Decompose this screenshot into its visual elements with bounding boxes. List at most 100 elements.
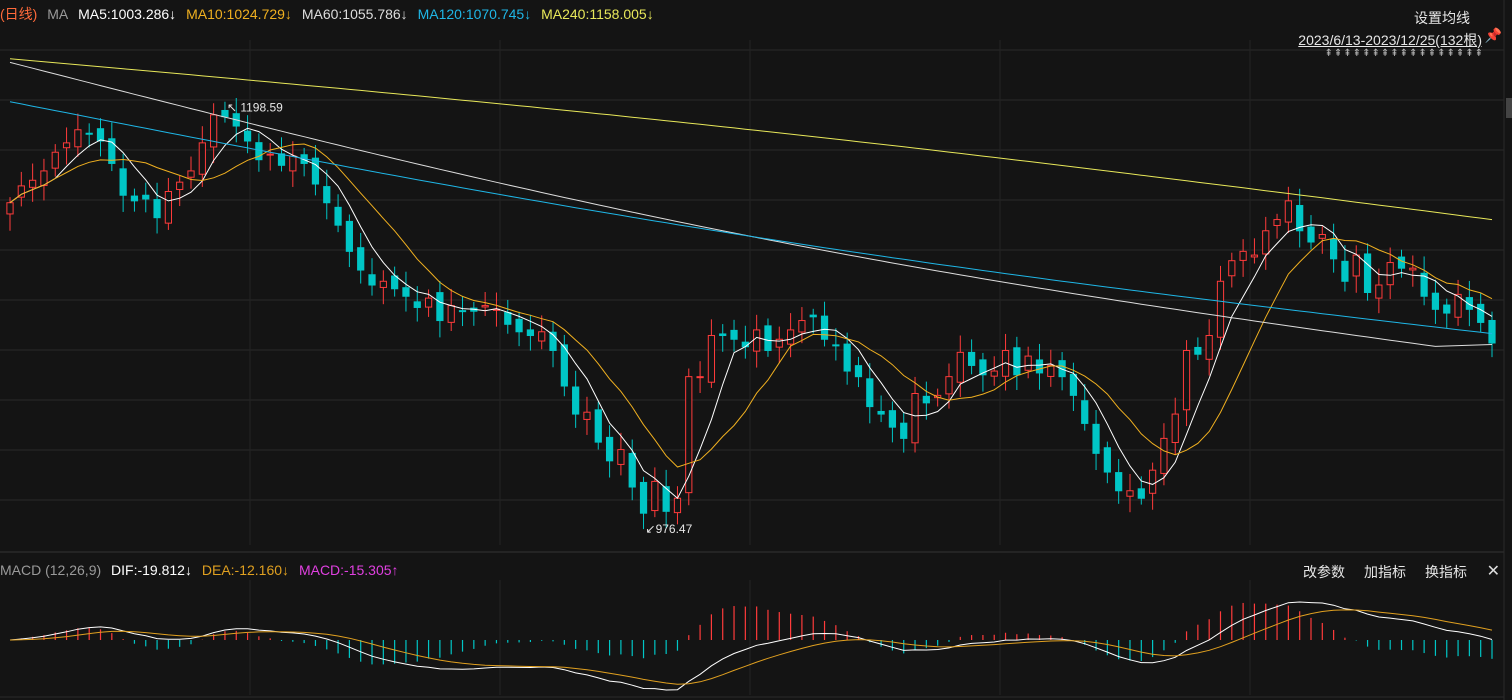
candle-up [538, 331, 546, 342]
candle-down [142, 194, 150, 200]
ma240-line [9, 58, 1493, 221]
candle-down [900, 422, 908, 439]
candle-down [843, 343, 851, 372]
candle-down [809, 314, 817, 318]
candle-up [1160, 437, 1168, 474]
candle-up [29, 179, 37, 188]
candle-down [345, 220, 354, 252]
pin-icon[interactable]: 📌 [1484, 27, 1502, 43]
candle-up [990, 370, 998, 377]
candle-down [1092, 423, 1100, 454]
candle-up [1262, 230, 1270, 255]
dif-value: DIF:-19.812↓ [111, 562, 192, 578]
candle-up [266, 153, 274, 156]
candle-up [707, 335, 716, 383]
candle-up [1250, 254, 1259, 258]
low-label: ↙976.47 [646, 522, 693, 536]
candle-up [1375, 284, 1383, 299]
change-params-button[interactable]: 改参数 [1303, 564, 1345, 580]
candle-down [730, 329, 738, 340]
candle-up [1001, 349, 1010, 377]
candle-down [368, 274, 376, 286]
scrollbar[interactable] [1506, 98, 1512, 118]
candle-down [662, 486, 670, 512]
candle-down [1296, 205, 1304, 232]
candle-up [1386, 262, 1394, 286]
candle-up [424, 297, 433, 308]
candle-up [6, 202, 14, 215]
macd-value: MACD:-15.305↑ [298, 562, 399, 578]
ma-legend: (日线) MA MA5:1003.286↓ MA10:1024.729↓ MA6… [0, 4, 660, 24]
candle-down [504, 311, 512, 325]
candle-down [277, 153, 286, 166]
candle-down [1307, 226, 1315, 243]
high-label: ↖ 1198.59 [227, 101, 283, 115]
candle-down [1081, 400, 1089, 424]
candle-up [289, 155, 297, 172]
candle-up [1171, 413, 1179, 444]
candle-up [164, 191, 172, 224]
switch-indicator-button[interactable]: 换指标 [1425, 564, 1467, 580]
candle-up [51, 151, 59, 169]
candle-down [153, 199, 161, 219]
candle-up [685, 376, 693, 494]
candle-down [391, 275, 399, 290]
candle-down [854, 365, 863, 378]
candle-down [605, 436, 614, 462]
candle-down [119, 168, 127, 196]
candle-down [323, 186, 331, 204]
macd-legend: MACD (12,26,9) DIF:-19.812↓ DEA:-12.160↓… [0, 562, 405, 578]
candle-down [967, 351, 976, 366]
candle-down [402, 287, 410, 297]
candle-down [866, 378, 874, 408]
candle-down [1137, 488, 1145, 499]
close-icon[interactable]: ✕ [1486, 563, 1500, 580]
candle-down [888, 410, 897, 428]
candle-down [1488, 319, 1496, 344]
candle-up [911, 393, 919, 444]
candle-up [1047, 364, 1055, 377]
candle-up [651, 480, 659, 512]
candle-up [696, 376, 704, 379]
candle-down [1013, 347, 1021, 376]
candle-up [1284, 200, 1292, 223]
candle-down [413, 301, 421, 308]
candle-down [979, 359, 987, 376]
dif-line [9, 601, 1493, 691]
candle-down [628, 452, 636, 488]
dea-line [9, 609, 1493, 685]
candle-up [17, 185, 25, 198]
date-range[interactable]: 2023/6/13-2023/12/25(132根) [1298, 32, 1482, 48]
candle-down [572, 386, 580, 415]
candle-up [956, 351, 964, 383]
candle-down [549, 331, 557, 351]
candle-down [1103, 447, 1111, 473]
candle-down [1443, 304, 1451, 314]
candle-down [1341, 260, 1349, 282]
candle-up [673, 497, 682, 514]
candle-up [1148, 469, 1157, 494]
nav-dots: ⇞⇞⇞⇞⇞⇞⇞⇞⇞⇞⇞⇞⇞⇞⇞⇞⇞ [1324, 48, 1484, 59]
dea-value: DEA:-12.160↓ [201, 562, 290, 578]
candle-up [187, 170, 195, 178]
candle-down [130, 195, 139, 202]
candle-down [832, 344, 840, 347]
candle-up [481, 305, 489, 308]
ma120-value: MA120:1070.745↓ [417, 6, 532, 22]
candle-up [379, 280, 387, 288]
candle-down [1194, 346, 1202, 355]
ma60-value: MA60:1055.786↓ [301, 6, 408, 22]
candle-up [786, 329, 795, 345]
set-ma-button[interactable]: 设置均线 [1414, 10, 1470, 26]
candle-down [877, 410, 885, 415]
candle-down [436, 292, 444, 322]
candle-up [1273, 219, 1281, 226]
candle-up [775, 338, 783, 348]
add-indicator-button[interactable]: 加指标 [1364, 564, 1406, 580]
candle-up [1454, 293, 1462, 318]
ma120-line [9, 101, 1493, 335]
candle-up [1409, 267, 1417, 271]
candle-up [617, 449, 625, 465]
candle-up [798, 320, 806, 333]
